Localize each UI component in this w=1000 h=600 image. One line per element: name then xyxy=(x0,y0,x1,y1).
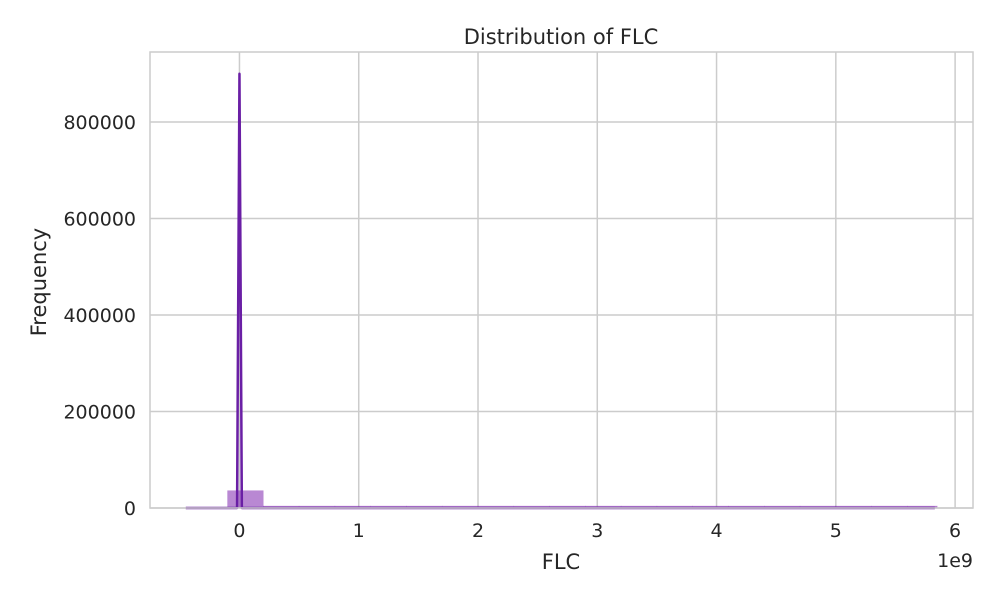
x-tick-label: 5 xyxy=(830,520,842,542)
grid-lines xyxy=(150,52,973,509)
x-axis-label: FLC xyxy=(542,550,580,574)
kde-line xyxy=(185,72,935,510)
y-tick-label: 0 xyxy=(124,498,136,520)
y-tick-label: 200000 xyxy=(63,401,136,423)
y-axis-label: Frequency xyxy=(27,228,51,337)
x-tick-label: 1 xyxy=(353,520,365,542)
histogram-bar xyxy=(227,490,264,509)
chart-title: Distribution of FLC xyxy=(464,25,659,49)
x-tick-labels: 0 1 2 3 4 5 6 xyxy=(233,520,961,542)
x-tick-label: 2 xyxy=(472,520,484,542)
y-tick-label: 600000 xyxy=(63,208,136,230)
y-tick-label: 400000 xyxy=(63,305,136,327)
x-axis-offset-label: 1e9 xyxy=(937,550,973,572)
histogram-bars xyxy=(227,490,938,509)
y-tick-label: 800000 xyxy=(63,112,136,134)
plot-frame xyxy=(149,51,974,509)
x-tick-label: 0 xyxy=(233,520,245,542)
y-tick-labels: 0 200000 400000 600000 800000 xyxy=(63,112,136,520)
x-tick-label: 3 xyxy=(591,520,603,542)
x-tick-label: 6 xyxy=(949,520,961,542)
x-tick-label: 4 xyxy=(711,520,723,542)
